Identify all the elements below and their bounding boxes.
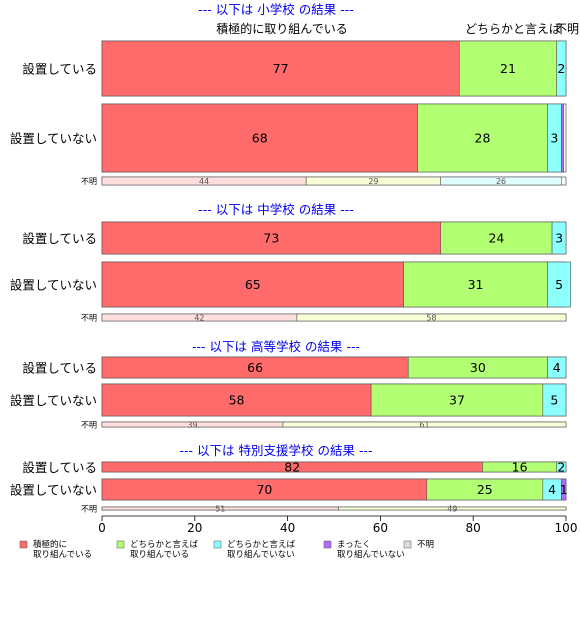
row-label: 設置している [22,460,97,475]
row-label: 不明 [81,177,97,186]
bar-segment [561,478,567,501]
data-label: 37 [449,393,465,408]
legend-label: どちらかと言えば [227,539,296,550]
data-label: 73 [263,231,279,246]
x-tick-label: 60 [373,521,388,535]
bar-segment [338,506,567,511]
row-label: 設置していない [10,393,97,408]
bar-segment [282,421,567,428]
legend-label: 不明 [417,540,434,550]
data-label: 16 [512,460,528,475]
top-label-unknown: 不明 [555,22,579,36]
legend-label: どちらかと言えば [130,539,199,550]
bar-segment [440,221,553,255]
x-tick-label: 40 [280,521,295,535]
bar-segment [101,261,404,308]
bar-segment [101,221,442,255]
data-label: 2 [557,61,565,76]
data-label: 26 [496,177,506,186]
data-label: 61 [419,420,429,429]
data-label: 21 [500,61,516,76]
row-label: 設置していない [10,483,97,498]
bar-segment [556,461,567,473]
row-label: 不明 [81,314,97,323]
data-label: 65 [245,277,261,292]
x-tick-label: 0 [98,521,106,535]
legend-label: 取り組んでいる [33,549,92,560]
row-label: 設置している [22,62,97,77]
top-label-positive: 積極的に取り組んでいる [216,21,347,36]
legend-swatch [403,540,412,549]
bar-segment [370,383,544,417]
data-label: 82 [284,460,300,475]
bar-segment [556,40,567,97]
data-label: 4 [548,482,556,497]
bar-segment [547,261,571,308]
panel-title: --- 以下は 小学校 の結果 --- [198,2,353,17]
data-label: 51 [215,504,225,513]
data-label: 39 [187,420,197,429]
data-label: 31 [468,277,484,292]
legend-swatch [213,540,222,549]
bar-segment [547,356,567,379]
panel-title: --- 以下は 特別支援学校 の結果 --- [180,443,373,458]
legend-label: 取り組んでいない [337,549,405,560]
row-label: 不明 [81,505,97,514]
data-label: 25 [477,482,493,497]
data-label: 58 [229,393,245,408]
data-label: 3 [555,231,563,246]
bar-segment [296,313,567,322]
bar-segment [440,176,562,186]
panel-title: --- 以下は 中学校 の結果 --- [198,202,353,217]
x-tick-label: 100 [555,521,578,535]
x-tick-label: 80 [466,521,481,535]
bar-segment [561,103,564,173]
legend-swatch [19,540,28,549]
data-label: 2 [557,460,565,475]
row-label: 設置していない [10,131,97,146]
bar-segment [458,40,558,97]
bar-segment [417,103,548,173]
legend-label: 積極的に [33,539,67,550]
row-label: 不明 [81,421,97,430]
data-label: 29 [368,177,378,186]
data-label: 3 [550,131,558,146]
bar-segment [101,103,418,173]
bar-segment [551,221,567,255]
bar-segment [403,261,548,308]
row-label: 設置していない [10,278,97,293]
data-label: 5 [550,393,558,408]
data-label: 24 [488,231,504,246]
data-label: 58 [426,313,436,322]
data-label: 70 [256,482,272,497]
legend-label: 取り組んでいる [130,549,189,560]
bar-segment [101,40,460,97]
data-label: 49 [447,504,457,513]
legend-swatch [323,540,332,549]
data-label: 77 [273,61,289,76]
data-label: 66 [247,360,263,375]
panel-title: --- 以下は 高等学校 の結果 --- [192,339,360,354]
row-label: 設置している [22,231,97,246]
legend-swatch [116,540,125,549]
bar-segment [542,383,567,417]
legend-label: 取り組んでいない [227,549,295,560]
data-label: 4 [553,360,561,375]
data-label: 42 [194,313,204,322]
data-label: 5 [555,277,563,292]
top-label-somewhat: どちらかと言えば [465,22,561,36]
data-label: 68 [252,131,268,146]
legend-label: まったく [337,540,371,550]
data-label: 30 [470,360,486,375]
data-label: 28 [475,131,491,146]
data-label: 44 [199,177,209,186]
row-label: 設置している [22,361,97,376]
data-label: 1 [560,482,568,497]
x-tick-label: 20 [187,521,202,535]
